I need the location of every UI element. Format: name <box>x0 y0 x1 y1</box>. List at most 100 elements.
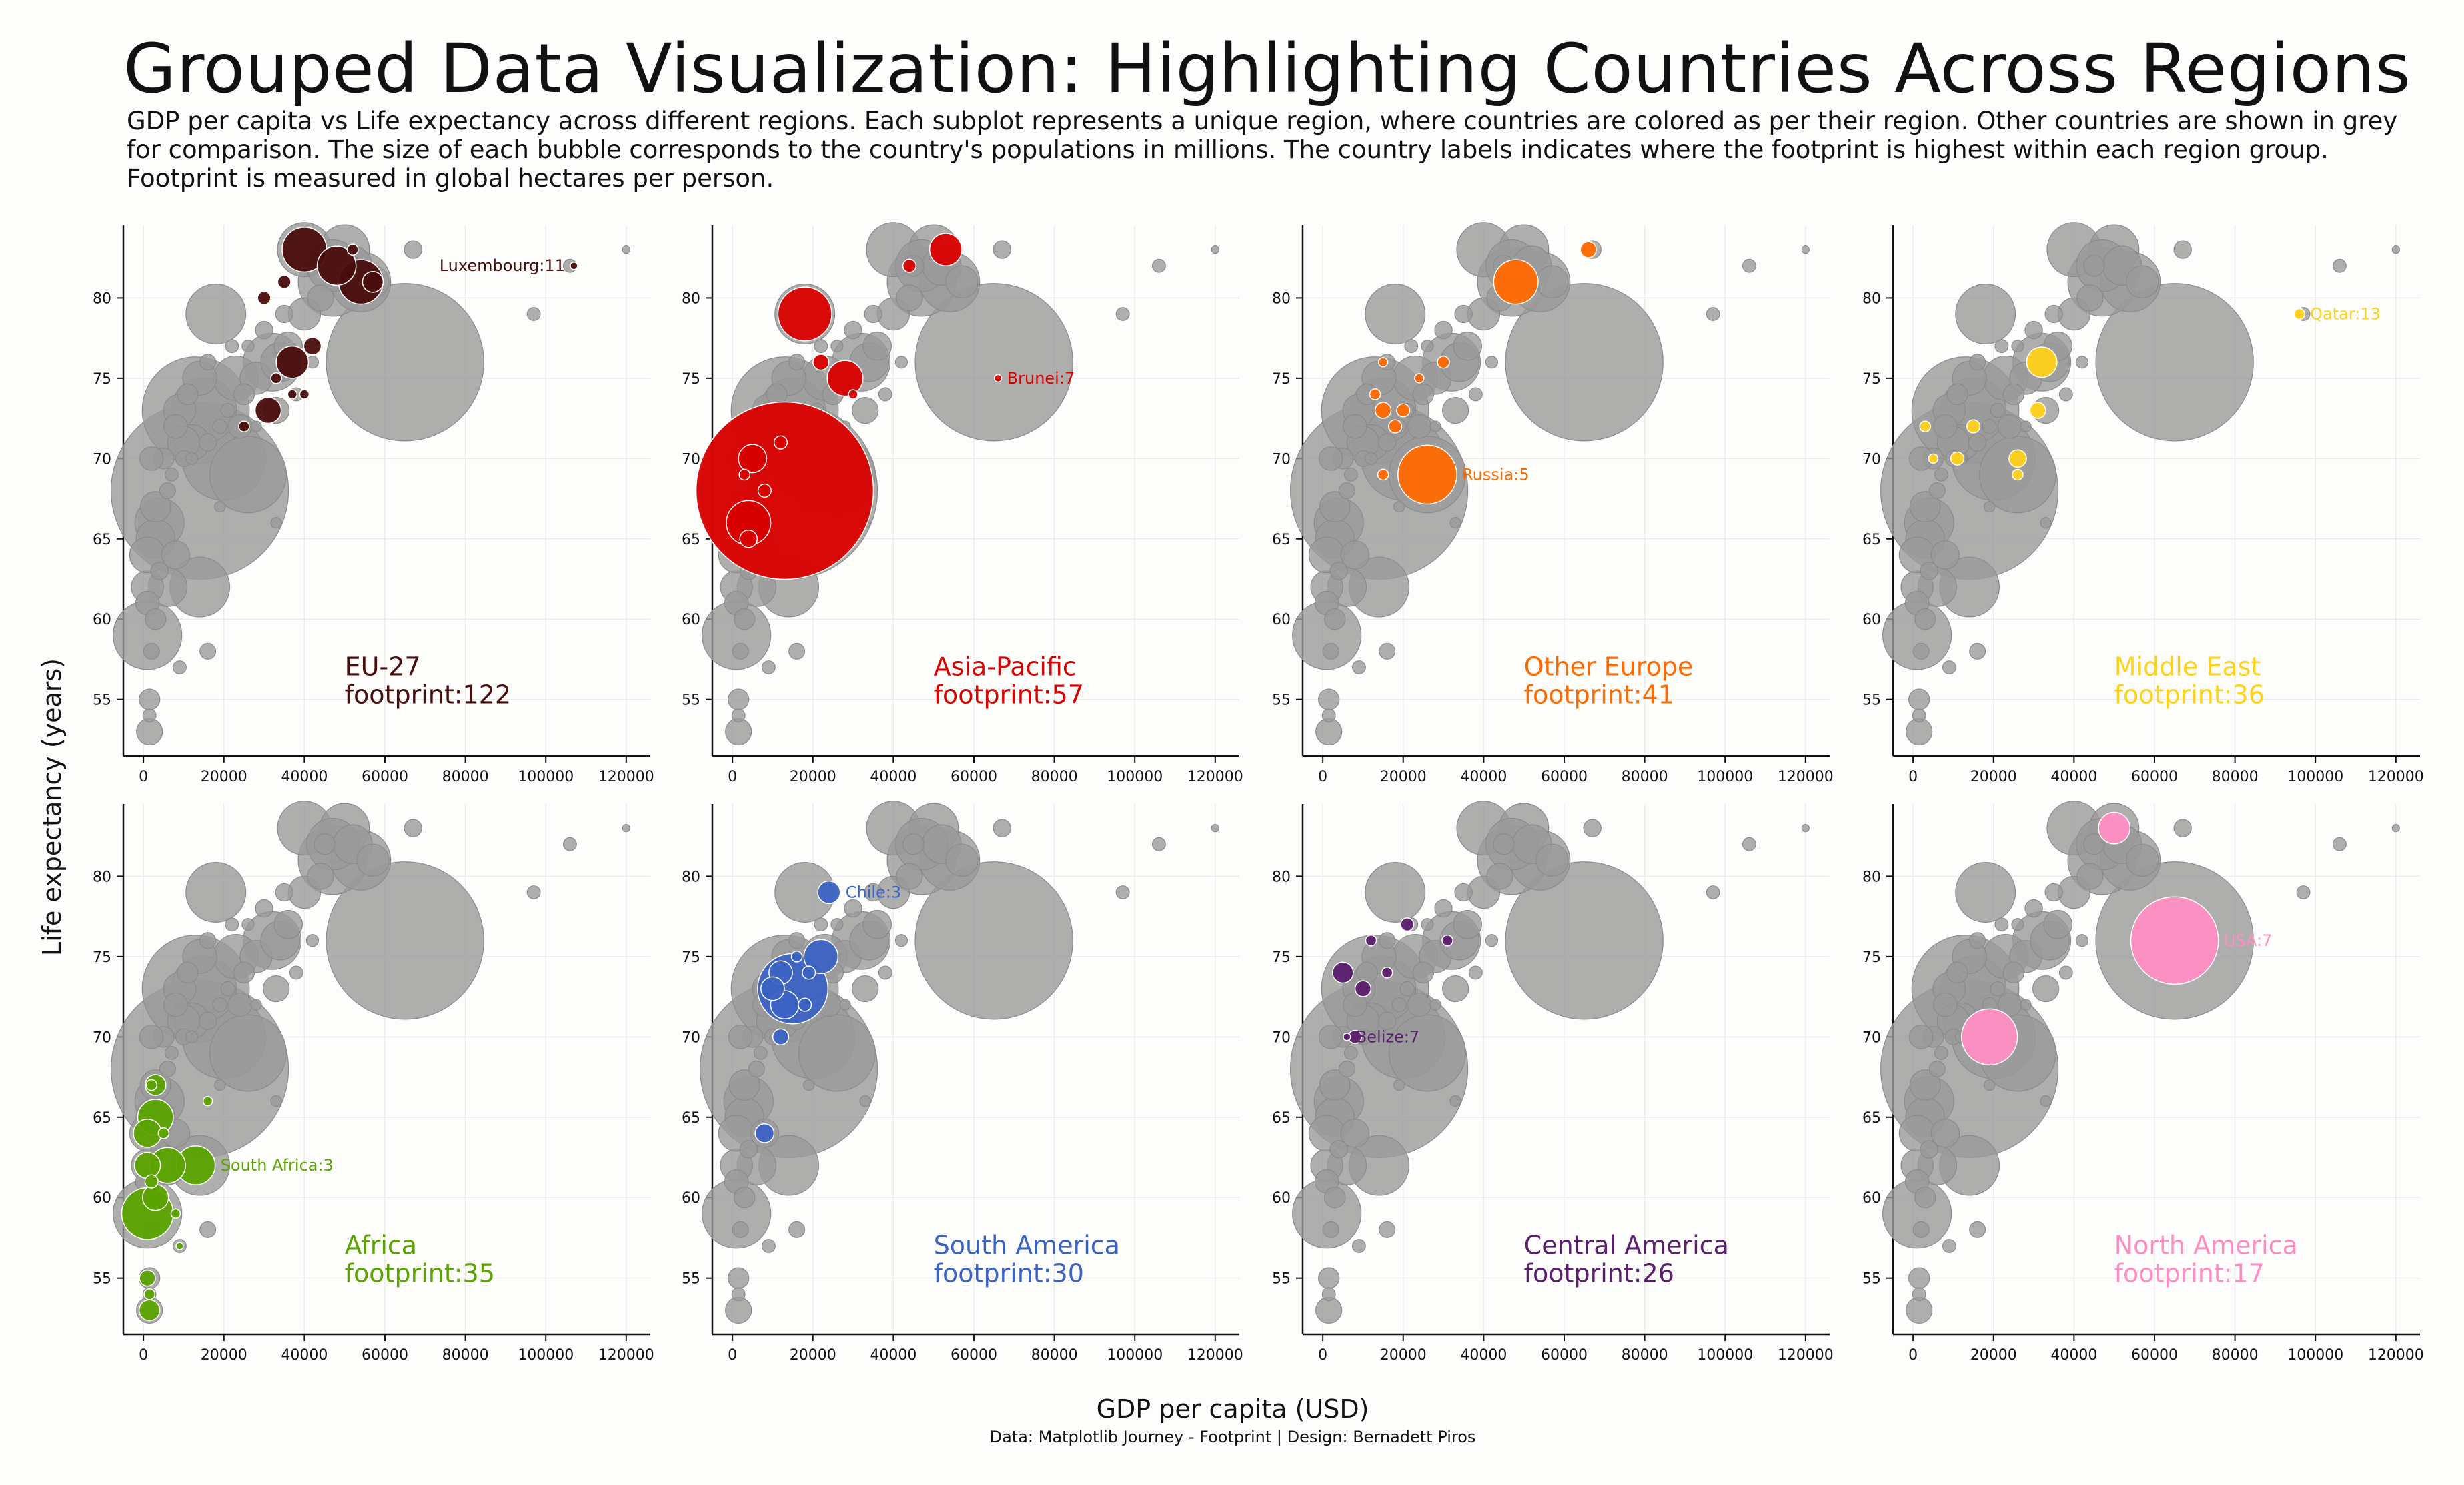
panel-asia-pacific: 0 20000 40000 60000 80000 100000 120000 55 60 65 7… <box>682 222 1243 785</box>
background-point <box>2058 965 2073 980</box>
region-point <box>157 1127 170 1139</box>
y-tick-label: 60 <box>93 612 111 628</box>
region-point <box>1374 402 1392 419</box>
region-point <box>738 468 751 481</box>
background-point <box>289 965 303 980</box>
region-point <box>141 1183 169 1211</box>
background-point <box>830 918 844 931</box>
x-tick-label: 0 <box>728 769 737 785</box>
background-point <box>1908 688 1930 710</box>
background-point <box>185 862 247 923</box>
y-tick-label: 70 <box>1272 1029 1291 1046</box>
background-point <box>1324 608 1346 630</box>
x-tick-label: 0 <box>139 769 148 785</box>
background-point <box>1933 414 1958 439</box>
background-point <box>150 562 169 580</box>
x-tick-label: 40000 <box>1460 1347 1507 1364</box>
x-tick-label: 40000 <box>281 769 328 785</box>
y-tick-label: 65 <box>93 532 111 548</box>
background-point <box>844 320 862 340</box>
background-point <box>878 965 892 980</box>
background-point <box>748 1061 765 1077</box>
x-tick-label: 0 <box>139 1347 148 1364</box>
background-point <box>1429 420 1441 432</box>
background-point <box>734 1187 756 1209</box>
region-point <box>738 444 768 474</box>
background-point <box>1453 909 1483 939</box>
background-point <box>275 304 293 324</box>
y-tick-label: 80 <box>93 869 111 885</box>
background-point <box>173 660 187 674</box>
region-point <box>254 396 282 424</box>
panel-north-america: 0 20000 40000 60000 80000 100000 120000 55 60 65 7… <box>1862 801 2424 1364</box>
region-point <box>826 360 864 397</box>
region-point <box>1441 934 1453 947</box>
y-tick-label: 65 <box>1272 1110 1291 1127</box>
background-point <box>1319 1069 1351 1101</box>
country-label: Brunei:7 <box>1007 369 1075 388</box>
background-point <box>136 718 163 745</box>
background-point <box>1329 562 1348 580</box>
x-tick-label: 100000 <box>1697 1347 1753 1364</box>
background-point <box>2332 837 2347 851</box>
background-point <box>1908 1025 1934 1049</box>
background-point <box>214 500 226 513</box>
background-point <box>894 356 908 369</box>
background-point <box>1920 562 1938 580</box>
background-point <box>2332 258 2347 273</box>
x-tick-label: 100000 <box>518 769 574 785</box>
background-point <box>2043 909 2073 939</box>
background-point <box>1429 999 1441 1011</box>
x-tick-label: 100000 <box>1107 769 1163 785</box>
region-name: Africa <box>345 1231 417 1260</box>
background-point <box>622 245 630 254</box>
background-point <box>1364 1030 1378 1043</box>
x-tick-label: 60000 <box>362 1347 408 1364</box>
background-point <box>728 1267 750 1289</box>
background-point <box>803 1079 815 1091</box>
background-point <box>1319 491 1351 522</box>
background-point <box>1338 482 1355 499</box>
background-point <box>233 961 255 984</box>
y-tick-label: 60 <box>682 1190 700 1207</box>
y-tick-label: 75 <box>1862 371 1881 388</box>
background-point <box>2011 918 2024 931</box>
background-point <box>945 843 979 877</box>
y-tick-label: 80 <box>1862 290 1881 307</box>
y-tick-label: 60 <box>682 612 700 628</box>
background-point <box>2173 240 2192 259</box>
background-point <box>199 354 217 371</box>
background-point <box>1151 258 1166 273</box>
region-point <box>170 1208 181 1219</box>
background-point <box>1453 331 1483 361</box>
y-tick-label: 70 <box>1862 1029 1881 1046</box>
background-point <box>1912 642 1930 660</box>
region-point <box>1919 420 1932 432</box>
x-tick-label: 40000 <box>870 1347 916 1364</box>
region-point <box>270 372 282 384</box>
panel-central-america: 0 20000 40000 60000 80000 100000 120000 55 60 65 7… <box>1272 801 1834 1364</box>
background-point <box>1352 1239 1366 1253</box>
region-point <box>777 286 832 342</box>
background-point <box>1990 402 2005 418</box>
background-point <box>1442 396 1469 424</box>
background-point <box>233 383 255 406</box>
background-point <box>1365 862 1426 923</box>
region-name: South America <box>934 1231 1120 1260</box>
background-point <box>1984 500 1996 513</box>
background-point <box>1801 824 1810 833</box>
background-point <box>356 843 390 877</box>
background-point <box>1340 1119 1370 1148</box>
background-point <box>896 863 923 890</box>
x-tick-label: 40000 <box>1460 769 1507 785</box>
background-point <box>255 899 273 918</box>
background-point <box>139 491 171 522</box>
background-point <box>1434 899 1453 918</box>
x-tick-label: 80000 <box>1622 1347 1668 1364</box>
background-point <box>163 992 188 1017</box>
background-point <box>830 340 844 353</box>
background-point <box>1151 837 1166 851</box>
background-point <box>753 1045 768 1060</box>
panel-africa: 0 20000 40000 60000 80000 100000 120000 55 60 65 7… <box>93 801 654 1364</box>
x-tick-label: 40000 <box>2050 1347 2097 1364</box>
